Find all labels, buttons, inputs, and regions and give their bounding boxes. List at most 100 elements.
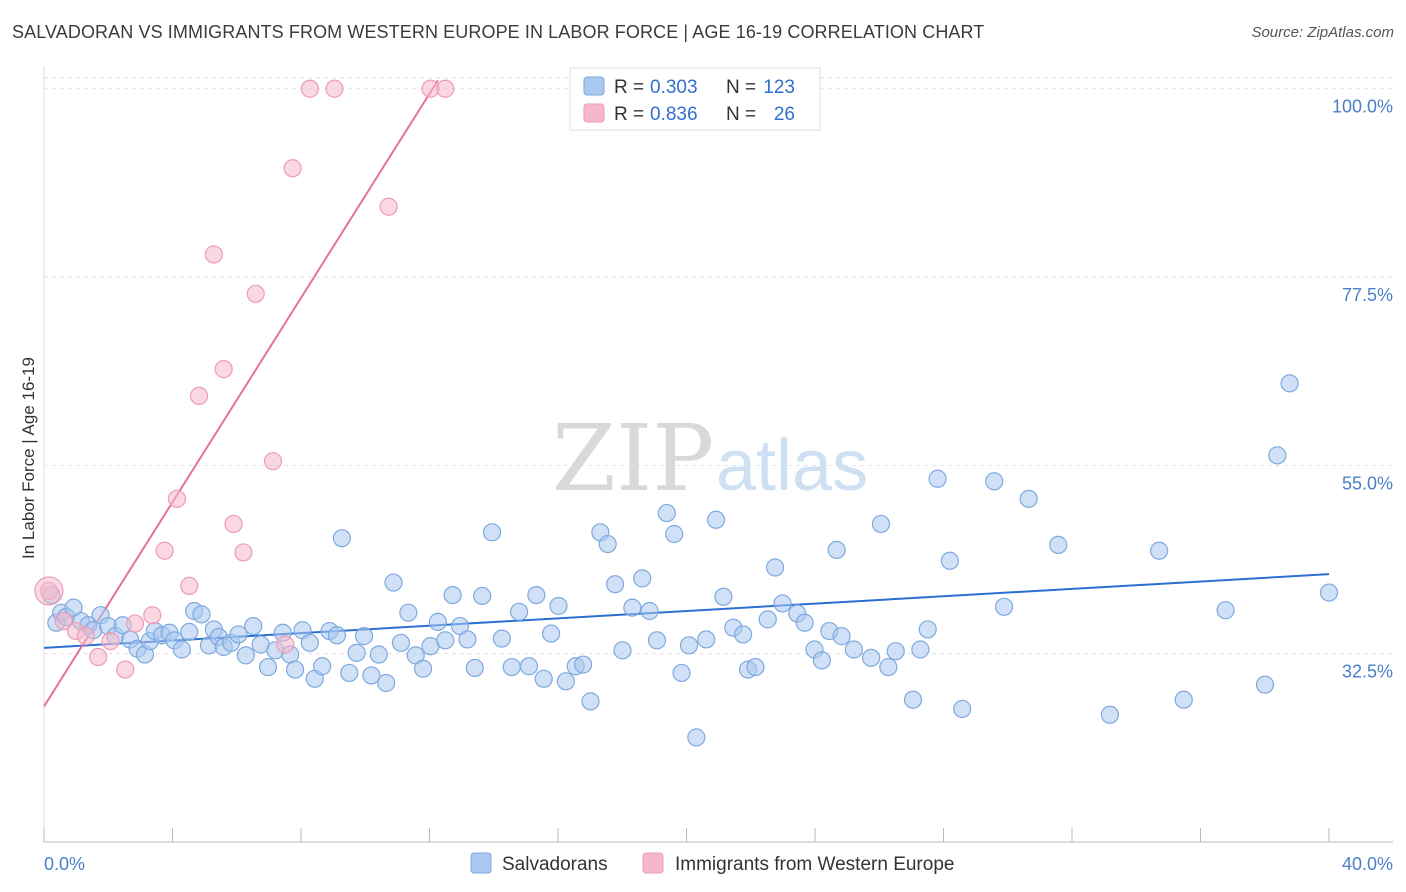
salvadoran-point: [458, 630, 477, 649]
salvadoran-point: [377, 673, 396, 693]
legend-n-value-pink: 26: [774, 104, 795, 125]
legend-r-label-pink: R =: [614, 104, 644, 125]
source-label: Source: ZipAtlas.com: [1251, 24, 1394, 41]
y-tick-labels: 32.5% 55.0% 77.5% 100.0%: [1332, 97, 1393, 682]
immigrant-point: [234, 543, 253, 562]
salvadoran-point: [598, 534, 617, 554]
immigrant-point: [155, 541, 174, 560]
immigrant-point: [189, 386, 209, 406]
salvadoran-point: [391, 633, 411, 652]
correlation-legend: R = 0.303 N = 123 R = 0.836 N = 26: [569, 67, 821, 131]
salvadoran-point: [534, 669, 553, 688]
legend-n-value-blue: 123: [763, 77, 795, 98]
watermark-zip: ZIP: [552, 405, 714, 512]
salvadoran-point: [647, 631, 667, 650]
immigrant-point: [89, 647, 108, 667]
salvadoran-point: [258, 657, 278, 677]
salvadoran-point: [384, 573, 403, 592]
salvadoran-trendline: [43, 573, 1330, 649]
salvadoran-point: [1174, 690, 1193, 709]
salvadoran-point: [1268, 446, 1287, 465]
immigrant-point: [224, 514, 243, 534]
x-tick-label-min: 0.0%: [44, 854, 85, 874]
salvadoran-point: [362, 666, 381, 685]
legend-r-value-blue: 0.303: [650, 77, 698, 98]
salvadoran-point: [940, 551, 960, 570]
salvadoran-point: [879, 657, 898, 677]
salvadoran-point: [672, 663, 691, 683]
salvadoran-point: [527, 585, 546, 605]
salvadoran-point: [746, 657, 765, 677]
salvadoran-point: [1150, 541, 1169, 560]
salvadoran-point: [766, 558, 785, 577]
salvadoran-point: [886, 642, 905, 661]
salvadoran-point: [244, 616, 263, 636]
salvadoran-point: [657, 503, 676, 523]
salvadoran-point: [300, 633, 319, 652]
salvadoran-point: [1255, 675, 1275, 694]
salvadoran-point: [758, 610, 777, 629]
salvadoran-point: [229, 625, 248, 644]
salvadoran-point: [994, 597, 1014, 616]
immigrant-point: [167, 489, 187, 508]
salvadoran-point: [1049, 535, 1068, 554]
salvadoran-point: [862, 648, 881, 667]
y-axis-title: In Labor Force | Age 16-19: [19, 357, 38, 559]
salvadoran-point: [687, 728, 706, 747]
bottom-legend-label-immigrants: Immigrants from Western Europe: [675, 854, 954, 875]
immigrant-point: [263, 452, 283, 471]
salvadoran-point: [985, 472, 1004, 491]
axes-layer: [43, 66, 1393, 843]
immigrant-point: [300, 79, 319, 98]
watermark: ZIP atlas: [552, 405, 868, 512]
salvadoran-point: [665, 524, 684, 544]
salvadoran-point: [903, 690, 923, 709]
salvadoran-point: [832, 627, 851, 646]
salvadoran-point: [340, 663, 359, 683]
immigrant-point: [325, 79, 344, 98]
salvadoran-point: [549, 596, 568, 616]
salvadoran-point: [354, 627, 374, 646]
legend-swatch-pink: [583, 103, 605, 123]
salvadoran-point: [172, 640, 191, 659]
immigrant-point-large: [34, 576, 64, 606]
immigrant-point: [246, 284, 265, 303]
salvadoran-point: [574, 655, 593, 674]
salvadoran-point: [613, 641, 632, 660]
bottom-legend-swatch-salvadorans: [470, 852, 492, 874]
salvadoran-point: [953, 699, 972, 719]
salvadoran-point: [436, 631, 455, 650]
salvadoran-point: [428, 612, 447, 631]
immigrant-point: [143, 606, 162, 625]
watermark-atlas: atlas: [716, 426, 868, 506]
salvadoran-point: [327, 626, 347, 645]
salvadoran-point: [502, 657, 521, 677]
salvadoran-point: [369, 645, 388, 664]
salvadoran-point: [1280, 374, 1299, 393]
salvadoran-point: [482, 523, 502, 542]
legend-n-label-pink: N =: [726, 104, 756, 125]
salvadoran-point: [640, 601, 659, 621]
series-legend: Salvadorans Immigrants from Western Euro…: [470, 852, 954, 875]
salvadoran-point: [679, 636, 699, 655]
legend-box: [569, 67, 821, 131]
grid-layer: [44, 77, 1393, 655]
salvadoran-point: [623, 598, 642, 617]
salvadoran-point: [510, 602, 529, 621]
salvadoran-point: [542, 624, 561, 643]
salvadoran-point: [871, 514, 891, 534]
salvadoran-point: [706, 510, 726, 529]
salvadoran-point: [1019, 489, 1038, 508]
salvadoran-point: [347, 643, 366, 662]
immigrant-point: [283, 159, 302, 178]
salvadoran-point: [714, 587, 733, 606]
salvadoran-point: [1100, 705, 1120, 724]
salvadoran-point: [465, 658, 484, 678]
immigrant-point: [204, 245, 223, 264]
salvadoran-point: [633, 569, 652, 588]
legend-n-label-blue: N =: [726, 77, 756, 98]
salvadoran-point: [443, 585, 462, 605]
salvadoran-point: [606, 575, 625, 594]
salvadoran-point: [180, 622, 199, 642]
immigrant-point: [76, 627, 95, 646]
